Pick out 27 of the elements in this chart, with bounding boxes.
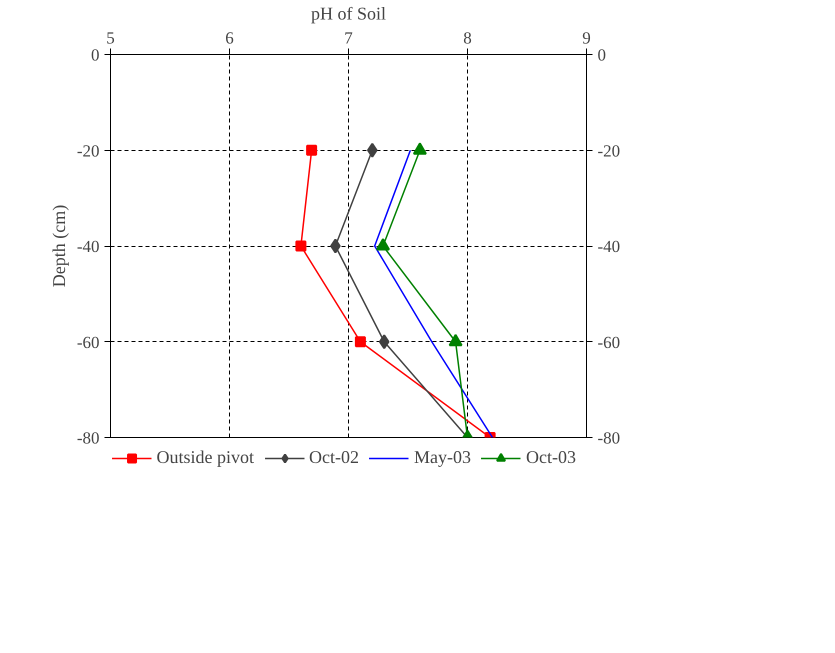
y-tick-label: -80 [76, 428, 100, 448]
y-tick-label: -40 [76, 237, 100, 256]
legend-label: Oct-02 [309, 447, 360, 468]
point [306, 144, 318, 156]
y2-tick-label: 0 [598, 46, 606, 64]
point [295, 240, 306, 252]
x-tick-label: 6 [225, 28, 234, 48]
point [376, 238, 390, 250]
legend-label: May-03 [414, 447, 472, 468]
y2-tick-label: -40 [598, 237, 620, 256]
y2-tick-label: -80 [598, 428, 620, 448]
y2-tick-label: -60 [598, 332, 620, 352]
legend-label: Outside pivot [156, 447, 254, 468]
x-axis-title: pH of Soil [310, 4, 386, 24]
x-tick-label: 7 [344, 28, 354, 48]
y-axis-title: Depth (cm) [48, 204, 69, 288]
point [330, 238, 341, 254]
y2-tick-label: -20 [598, 141, 620, 160]
point [448, 334, 463, 346]
x-tick-label: 8 [463, 28, 472, 48]
y-tick-label: -20 [76, 141, 100, 160]
point [366, 142, 378, 158]
y-tick-label: -60 [76, 332, 100, 352]
y-tick-label: 0 [91, 46, 100, 64]
x-tick-label: 9 [582, 28, 591, 48]
legend-label: Oct-03 [526, 447, 576, 468]
x-tick-label: 5 [106, 28, 115, 48]
